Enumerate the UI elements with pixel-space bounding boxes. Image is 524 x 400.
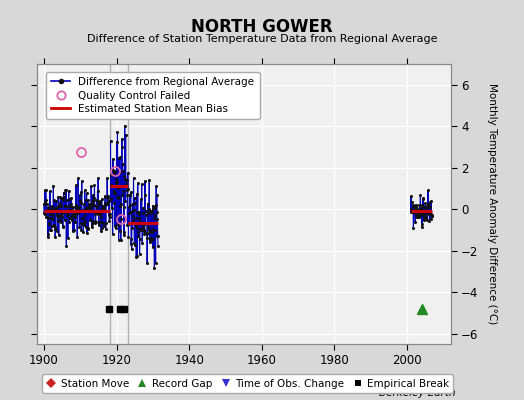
Y-axis label: Monthly Temperature Anomaly Difference (°C): Monthly Temperature Anomaly Difference (… (487, 83, 497, 325)
Text: NORTH GOWER: NORTH GOWER (191, 18, 333, 36)
Text: Difference of Station Temperature Data from Regional Average: Difference of Station Temperature Data f… (87, 34, 437, 44)
Legend: Station Move, Record Gap, Time of Obs. Change, Empirical Break: Station Move, Record Gap, Time of Obs. C… (42, 374, 453, 393)
Legend: Difference from Regional Average, Quality Control Failed, Estimated Station Mean: Difference from Regional Average, Qualit… (46, 72, 259, 119)
Text: Berkeley Earth: Berkeley Earth (379, 388, 456, 398)
